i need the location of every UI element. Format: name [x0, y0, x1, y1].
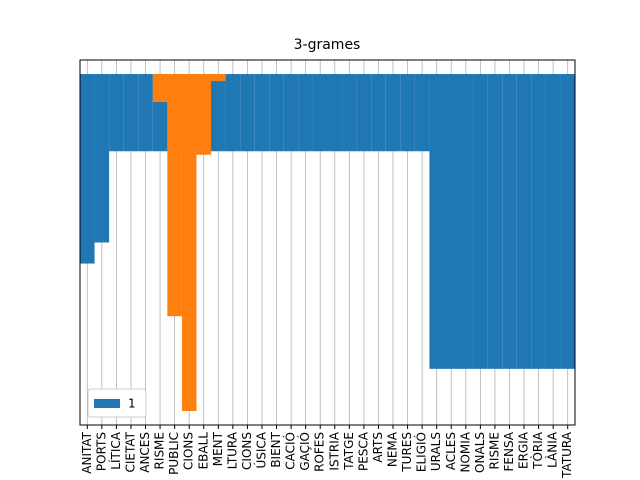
x-tick-label: PESCA [356, 431, 370, 471]
x-tick-label: PUBLIC [167, 432, 181, 475]
x-tick-label: CIONS [240, 432, 254, 470]
bar [342, 74, 357, 152]
bar [152, 74, 168, 103]
x-tick-label: ELIGIÓ [414, 432, 429, 472]
bar [283, 74, 299, 152]
bar [356, 74, 372, 152]
x-tick-label: NEMA [386, 431, 400, 467]
x-tick-label: PORTS [94, 432, 108, 471]
x-tick-label: RISME [153, 432, 167, 469]
x-tick-label: LÍTICA [108, 431, 123, 469]
bar [211, 74, 226, 82]
bar [123, 74, 139, 152]
x-tick-label: CIETAT [123, 431, 137, 472]
bar [531, 74, 546, 369]
bar [94, 74, 110, 243]
bar [458, 74, 474, 369]
x-tick-label: TÒRIA [530, 431, 545, 470]
bar [254, 74, 270, 152]
bar [371, 74, 386, 152]
bar [298, 74, 313, 152]
bar [473, 74, 488, 369]
legend-label: 1 [128, 397, 136, 411]
x-tick-label: CACIÓ [283, 432, 298, 470]
x-tick-label: URALS [429, 432, 443, 471]
x-tick-label: CIONS [182, 432, 196, 470]
bar [327, 74, 343, 152]
x-tick-label: NOMIA [458, 431, 472, 472]
bar [385, 74, 401, 152]
x-tick-label: LÀNIA [545, 431, 560, 468]
bar [138, 74, 153, 152]
bar [167, 74, 182, 317]
plot-frame [79, 59, 576, 426]
bar [545, 74, 561, 369]
x-tick-label: ANCES [138, 432, 152, 473]
bar [225, 74, 241, 152]
chart-title: 3-grames [294, 37, 361, 53]
bar [429, 74, 444, 369]
x-tick-label: TURES [400, 432, 414, 473]
bar [80, 74, 95, 264]
bar [400, 74, 415, 152]
x-tick-label: ONALS [473, 432, 487, 473]
x-tick-label: BIENT [269, 431, 283, 467]
bar [109, 74, 124, 152]
x-tick-label: ROFES [313, 432, 327, 472]
bar [269, 74, 284, 152]
bar [443, 74, 459, 369]
bar [240, 74, 255, 152]
bar [502, 74, 517, 369]
x-tick-label: ANITAT [80, 431, 94, 473]
x-tick-label: ARTS [371, 432, 385, 463]
bar [312, 74, 328, 152]
x-tick-label: MENT [211, 431, 225, 466]
bar [487, 74, 503, 369]
x-tick-label: LTURA [225, 431, 239, 469]
bar [181, 74, 197, 411]
x-tick-label: FENSA [502, 431, 516, 471]
x-tick-label: TATURA [560, 431, 574, 479]
bar [196, 74, 212, 155]
bar [211, 74, 226, 152]
x-tick-label: RISME [487, 432, 501, 469]
bar [516, 74, 532, 369]
legend-swatch [94, 399, 120, 408]
bar [560, 74, 575, 369]
x-tick-label: EBALL [196, 432, 210, 470]
bar [414, 74, 430, 152]
x-tick-label: ACLES [444, 432, 458, 470]
x-tick-label: TATGE [342, 432, 356, 471]
x-tick-label: GAÇIÓ [297, 432, 312, 471]
x-tick-label: ERGIA [517, 431, 531, 469]
x-tick-label: ISTRIA [327, 431, 341, 470]
x-tick-label: ÚSICA [253, 431, 268, 468]
